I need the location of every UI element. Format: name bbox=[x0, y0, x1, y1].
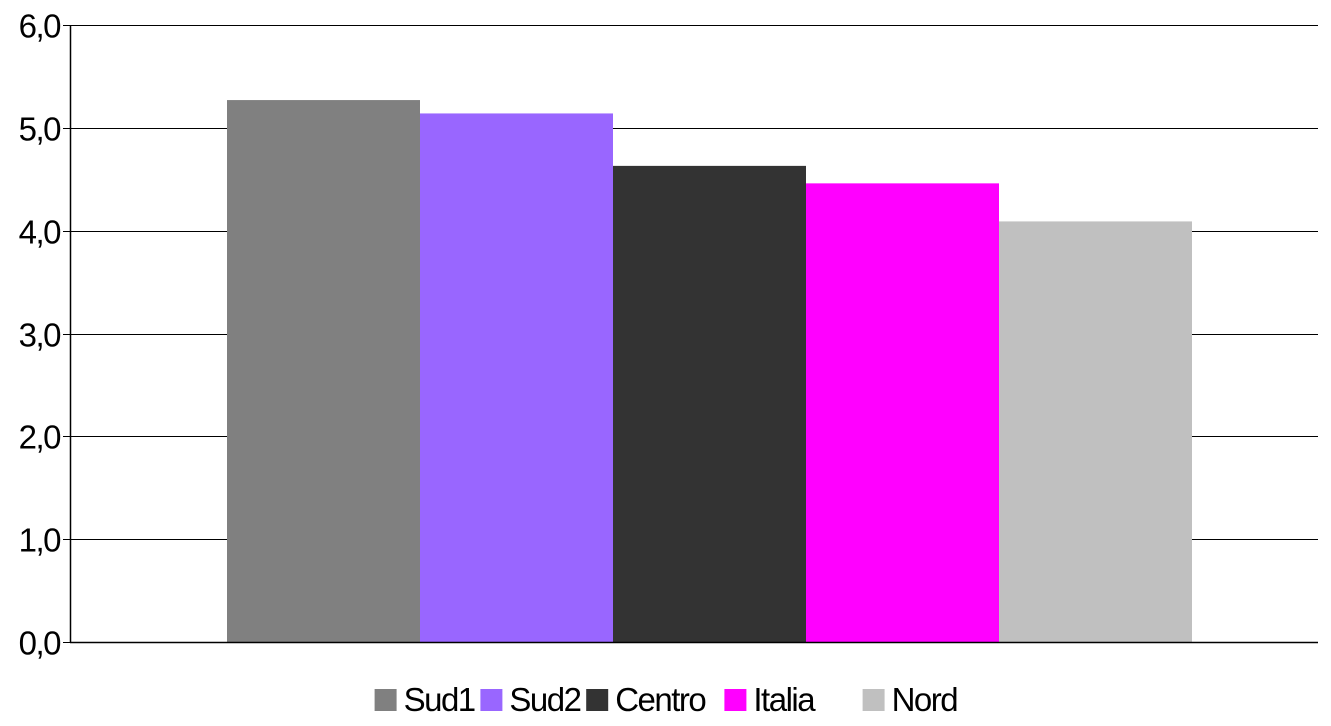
bar-italia bbox=[806, 183, 999, 642]
bar-nord bbox=[999, 221, 1192, 642]
y-tick-label: 0,0 bbox=[19, 625, 62, 662]
legend-label-italia: Italia bbox=[753, 681, 816, 718]
legend-swatch-italia bbox=[724, 689, 747, 711]
y-tick-label: 2,0 bbox=[19, 419, 62, 456]
y-axis-ticks: 0,0 1,0 2,0 3,0 4,0 5,0 6,0 bbox=[19, 8, 70, 662]
legend-swatch-centro bbox=[586, 689, 609, 711]
y-tick-label: 5,0 bbox=[19, 111, 62, 148]
legend-swatch-sud1 bbox=[374, 689, 397, 711]
axes bbox=[69, 25, 1318, 644]
legend: Sud1 Sud2 Centro Italia Nord bbox=[374, 681, 959, 718]
legend-swatch-nord bbox=[862, 689, 885, 711]
legend-label-sud1: Sud1 bbox=[404, 681, 475, 718]
legend-label-nord: Nord bbox=[892, 681, 958, 718]
y-tick-label: 1,0 bbox=[19, 522, 62, 559]
y-tick-label: 6,0 bbox=[19, 8, 62, 45]
legend-label-centro: Centro bbox=[615, 681, 705, 718]
bar-sud1 bbox=[227, 100, 420, 642]
bar-sud2 bbox=[420, 113, 613, 643]
legend-label-sud2: Sud2 bbox=[509, 681, 580, 718]
legend-swatch-sud2 bbox=[480, 689, 503, 711]
bars bbox=[227, 100, 1192, 643]
y-tick-label: 3,0 bbox=[19, 317, 62, 354]
y-tick-label: 4,0 bbox=[19, 214, 62, 251]
bar-centro bbox=[613, 165, 806, 643]
